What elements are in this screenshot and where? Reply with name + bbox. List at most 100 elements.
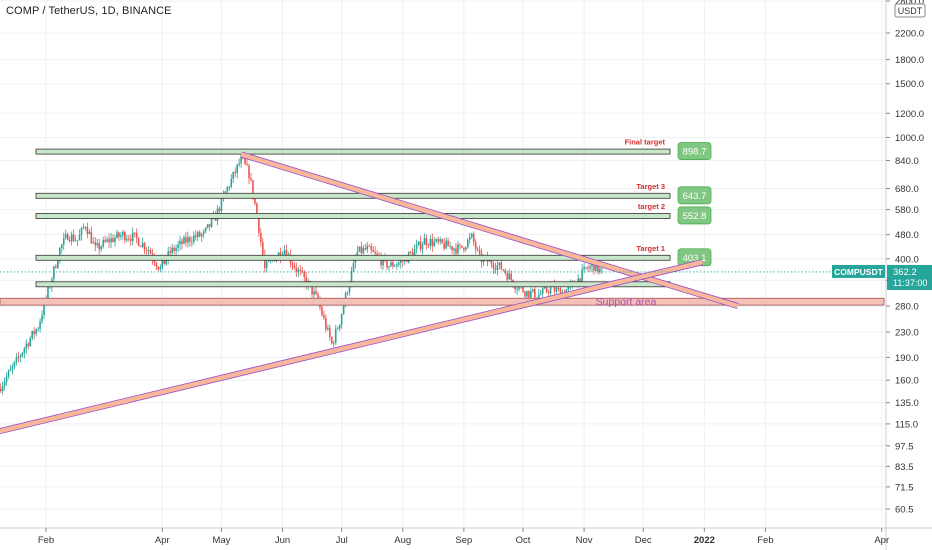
candle-body bbox=[506, 273, 509, 280]
candle-body bbox=[5, 376, 8, 382]
candle-body bbox=[258, 214, 260, 233]
candle-body bbox=[299, 269, 302, 271]
level-bar bbox=[35, 281, 671, 288]
candle-body bbox=[332, 342, 335, 344]
x-tick-label: Sep bbox=[455, 535, 472, 546]
candle-body bbox=[303, 271, 306, 278]
candle-body bbox=[461, 245, 463, 248]
candle-body bbox=[327, 327, 329, 330]
candle-body bbox=[252, 180, 254, 198]
candle-body bbox=[547, 291, 550, 294]
candle-body bbox=[453, 248, 455, 251]
candle-body bbox=[567, 285, 570, 290]
candle-body bbox=[41, 315, 43, 322]
candle-body bbox=[437, 239, 440, 242]
candle-body bbox=[530, 291, 532, 298]
candle-body bbox=[313, 291, 315, 295]
candle-body bbox=[585, 267, 587, 268]
candle-body bbox=[102, 240, 104, 247]
candle-body bbox=[463, 247, 465, 250]
candle-body bbox=[218, 208, 221, 211]
candle-body bbox=[433, 241, 436, 246]
candle-body bbox=[19, 355, 22, 358]
candle-body bbox=[340, 314, 343, 325]
candle-body bbox=[244, 158, 246, 165]
candle-body bbox=[76, 240, 79, 242]
y-tick-label: 83.5 bbox=[895, 462, 914, 473]
candle-body bbox=[413, 249, 416, 257]
candle-body bbox=[200, 234, 203, 237]
candle-body bbox=[526, 290, 528, 297]
candle-body bbox=[537, 294, 540, 298]
price-tag-countdown: 11:37:00 bbox=[893, 278, 927, 288]
level-label: Final target bbox=[625, 138, 666, 147]
candle-body bbox=[468, 237, 471, 240]
candle-body bbox=[114, 237, 116, 242]
candle-body bbox=[0, 388, 2, 392]
candle-body bbox=[587, 267, 589, 269]
x-tick-label: Nov bbox=[576, 535, 593, 546]
candle-body bbox=[31, 331, 34, 339]
trend-lines bbox=[0, 151, 739, 435]
y-tick-label: 190.0 bbox=[895, 353, 919, 364]
level-bar bbox=[35, 192, 671, 199]
candle-body bbox=[589, 266, 591, 269]
candle-body bbox=[163, 260, 166, 265]
candle-body bbox=[47, 286, 49, 299]
candle-body bbox=[131, 232, 134, 242]
candle-body bbox=[183, 237, 185, 244]
candle-body bbox=[181, 240, 183, 244]
candle-body bbox=[283, 250, 286, 256]
candle-body bbox=[195, 235, 197, 238]
candle-body bbox=[25, 343, 28, 349]
candle-body bbox=[226, 187, 229, 192]
candle-body bbox=[220, 197, 223, 211]
candle-body bbox=[173, 247, 175, 251]
candle-body bbox=[321, 307, 323, 316]
support-zone-label: Support area bbox=[596, 296, 657, 308]
candle-body bbox=[380, 257, 382, 266]
candle-body bbox=[234, 171, 237, 174]
candle-body bbox=[104, 240, 106, 242]
candle-body bbox=[297, 269, 300, 272]
candle-body bbox=[595, 262, 597, 271]
candle-body bbox=[311, 284, 313, 295]
candle-body bbox=[267, 260, 270, 262]
candle-body bbox=[153, 258, 156, 263]
candle-body bbox=[498, 262, 501, 266]
candle-body bbox=[451, 246, 453, 251]
candle-body bbox=[15, 356, 18, 362]
candle-body bbox=[376, 253, 378, 256]
candle-body bbox=[439, 239, 442, 242]
level-bar bbox=[35, 148, 671, 155]
candle-body bbox=[411, 252, 414, 257]
x-tick-label: Apr bbox=[155, 535, 170, 546]
candle-body bbox=[179, 240, 181, 245]
candle-body bbox=[43, 301, 45, 316]
candle-body bbox=[256, 203, 258, 215]
candle-body bbox=[58, 247, 61, 261]
candle-body bbox=[522, 286, 524, 292]
candle-body bbox=[597, 262, 599, 272]
candle-body bbox=[502, 269, 505, 271]
candle-body bbox=[532, 289, 534, 292]
level-bar bbox=[35, 254, 671, 261]
candle-body bbox=[317, 294, 319, 301]
candle-body bbox=[285, 250, 288, 258]
candle-body bbox=[86, 227, 89, 234]
candle-body bbox=[342, 305, 345, 315]
candle-body bbox=[472, 233, 475, 243]
currency-badge-label: USDT bbox=[898, 6, 923, 16]
candle-body bbox=[338, 324, 341, 329]
candle-body bbox=[57, 260, 59, 268]
candle-body bbox=[441, 239, 443, 244]
candle-body bbox=[494, 268, 497, 270]
y-tick-label: 60.5 bbox=[895, 505, 914, 516]
candle-body bbox=[129, 238, 132, 242]
candle-body bbox=[262, 242, 264, 256]
candle-body bbox=[118, 232, 120, 237]
candle-body bbox=[11, 366, 14, 370]
